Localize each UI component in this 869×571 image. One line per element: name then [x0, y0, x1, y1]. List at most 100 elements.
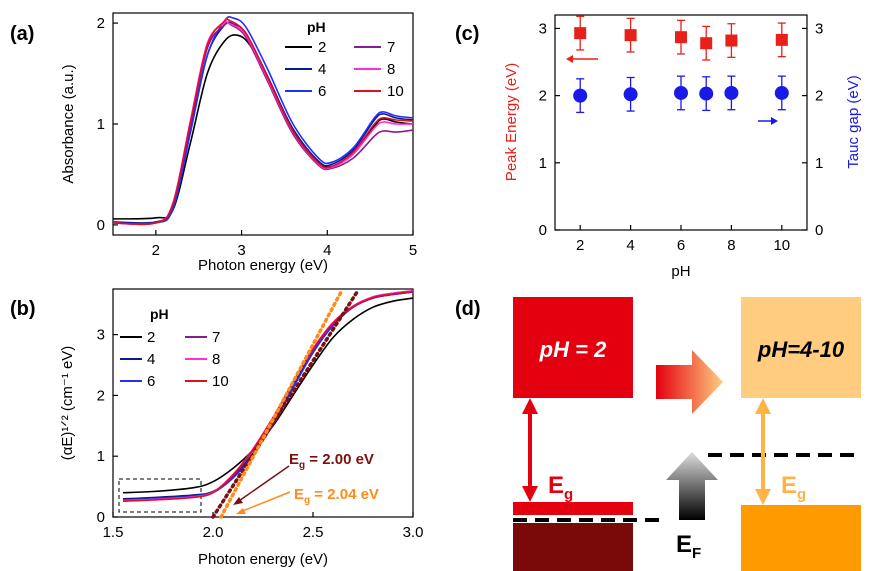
left-bottom-block — [513, 523, 633, 571]
point-tauc-gap — [724, 85, 739, 100]
y-tick-label: 1 — [97, 448, 105, 465]
y-tick-label: 2 — [97, 15, 105, 32]
eg-arrow-1 — [235, 465, 290, 504]
axis-ticks-a: 2 3 4 5 0 1 2 — [97, 15, 418, 259]
panel-label-b: (b) — [10, 298, 36, 320]
series-line-ph-8 — [112, 20, 414, 226]
legend-a: pH 2 4 6 7 8 10 — [285, 19, 404, 100]
legend-label-ph-4: 4 — [318, 61, 326, 78]
y-axis-label-left-c: Peak Energy (eV) — [503, 63, 520, 181]
x-tick-label: 4 — [323, 242, 331, 259]
point-tauc-gap — [699, 86, 714, 101]
x-tick-label: 1.5 — [103, 524, 124, 541]
eg-label-left: Eg — [548, 472, 573, 503]
panel-c: (c) 2 4 6 8 10 0 0 1 1 2 2 3 3 pH Peak Energy (eV) T… — [455, 14, 862, 280]
box-right-top — [741, 297, 861, 398]
panel-label-c: (c) — [455, 23, 479, 45]
series-line-ph-2 — [122, 297, 414, 494]
axis-ticks-c: 2 4 6 8 10 0 0 1 1 2 2 3 3 — [539, 20, 824, 254]
right-bottom-block — [741, 505, 861, 571]
point-tauc-gap — [573, 88, 588, 103]
box-right-label: pH=4-10 — [757, 337, 845, 362]
eg-arrow-right-head-up — [755, 398, 771, 414]
box-left-top — [513, 297, 633, 398]
left-band-level — [513, 502, 633, 515]
legend-label-ph-10: 10 — [387, 83, 404, 100]
eg-label-right: Eg — [781, 472, 806, 503]
legend-label-ph-8: 8 — [387, 61, 395, 78]
box-left-label: pH = 2 — [539, 337, 607, 362]
panel-label-a: (a) — [10, 23, 34, 45]
eg-arrowhead-2 — [236, 508, 246, 514]
panel-a: (a) 2 3 4 5 0 1 2 Photon energy (eV) Absorbanc… — [10, 12, 418, 274]
ef-label: EF — [676, 531, 701, 562]
series-lines-a — [112, 16, 414, 226]
y-tick-label-right: 1 — [815, 155, 823, 172]
y-tick-label: 3 — [97, 327, 105, 344]
series-line-ph-6 — [112, 16, 414, 225]
legend-label-ph-8: 8 — [212, 351, 220, 368]
fit-line-1 — [211, 290, 359, 519]
scatter-points-c — [573, 15, 789, 114]
eg-arrow-left-head-up — [522, 398, 538, 414]
x-axis-label-a: Photon energy (eV) — [198, 257, 328, 274]
y-tick-label-right: 2 — [815, 88, 823, 105]
y-tick-label: 0 — [539, 222, 547, 239]
eg-arrowhead-1 — [233, 497, 243, 505]
point-peak-energy — [775, 33, 788, 46]
y-axis-label-right-c: Tauc gap (eV) — [845, 75, 862, 168]
series-line-ph-4 — [112, 21, 414, 224]
series-line-ph-7 — [112, 22, 414, 226]
x-tick-label: 10 — [773, 237, 790, 254]
arrowhead-right-tauc — [771, 117, 778, 125]
point-tauc-gap — [774, 85, 789, 100]
series-line-ph-7 — [122, 291, 414, 502]
legend-label-ph-4: 4 — [147, 351, 155, 368]
x-axis-label-c: pH — [671, 263, 690, 280]
transition-arrow — [656, 350, 723, 414]
eg-arrow-left-head-down — [522, 486, 538, 502]
legend-label-ph-2: 2 — [318, 39, 326, 56]
series-line-ph-10 — [112, 17, 414, 226]
x-tick-label: 2.0 — [203, 524, 224, 541]
x-tick-label: 4 — [626, 237, 634, 254]
y-tick-label: 2 — [97, 387, 105, 404]
legend-label-ph-7: 7 — [212, 329, 220, 346]
point-peak-energy — [675, 31, 687, 44]
legend-title-b: pH — [150, 306, 169, 322]
point-peak-energy — [700, 37, 713, 50]
x-tick-label: 2 — [152, 242, 160, 259]
eg-arrow-2 — [239, 491, 291, 513]
series-lines-b — [122, 290, 414, 502]
x-tick-label: 5 — [409, 242, 417, 259]
series-line-ph-10 — [122, 290, 414, 502]
y-axis-label-a: Absorbance (a.u.) — [60, 64, 77, 183]
y-tick-label: 1 — [97, 116, 105, 133]
y-axis-label-b: (αE)¹ᐟ² (cm⁻¹ eV) — [59, 346, 76, 461]
x-tick-label: 3.0 — [403, 524, 424, 541]
series-line-ph-8 — [122, 290, 414, 502]
panel-d: (d) pH = 2 pH=4-10 Eg Eg EF — [455, 297, 861, 571]
panel-b: (b) 1.5 2.0 2.5 3.0 0 1 2 3 Eg = 2.00 eV Eg = 2… — [10, 288, 424, 568]
point-tauc-gap — [674, 85, 688, 100]
series-line-ph-6 — [122, 290, 414, 501]
point-tauc-gap — [623, 87, 638, 102]
y-tick-label: 2 — [539, 88, 547, 105]
point-peak-energy — [574, 27, 587, 40]
y-tick-label: 0 — [97, 509, 105, 526]
y-tick-label: 1 — [539, 155, 547, 172]
x-tick-label: 2.5 — [303, 524, 324, 541]
legend-label-ph-2: 2 — [147, 329, 155, 346]
x-tick-label: 2 — [576, 237, 584, 254]
eg-label-2: Eg = 2.04 eV — [294, 486, 379, 506]
plot-frame-b — [112, 288, 414, 518]
legend-label-ph-10: 10 — [212, 373, 229, 390]
legend-label-ph-7: 7 — [387, 39, 395, 56]
legend-label-ph-6: 6 — [318, 83, 326, 100]
x-axis-label-b: Photon energy (eV) — [198, 551, 328, 568]
eg-arrow-right-head-down — [755, 489, 771, 505]
x-tick-label: 6 — [677, 237, 685, 254]
legend-label-ph-6: 6 — [147, 373, 155, 390]
legend-b: pH 2 4 6 7 8 10 — [120, 306, 229, 390]
